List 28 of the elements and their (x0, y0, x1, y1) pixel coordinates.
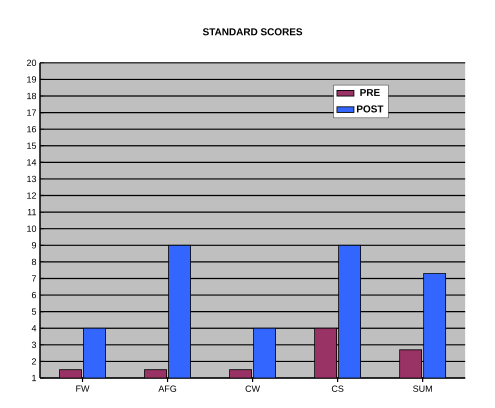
y-tick-label: 2 (32, 358, 36, 365)
y-tick-label: 6 (32, 292, 36, 298)
y-tick-label: 4 (32, 325, 36, 332)
x-tick-label: CW (246, 386, 260, 392)
y-tick-label: 18 (27, 92, 36, 100)
y-tick-label: 3 (32, 342, 36, 348)
y-tick-label: 11 (28, 209, 36, 216)
y-tick-label: 19 (27, 76, 36, 83)
y-tick-label: 1 (32, 374, 36, 382)
y-tick-label: 16 (27, 126, 36, 132)
x-tick-label: SUM (413, 386, 432, 392)
y-tick-label: 5 (32, 308, 36, 315)
y-tick-label: 15 (27, 142, 36, 149)
y-tick-label: 17 (27, 110, 36, 116)
y-tick-label: 7 (32, 275, 36, 282)
y-tick-label: 14 (27, 159, 36, 166)
x-tick-label: AFG (158, 386, 176, 392)
legend-label: POST (357, 105, 384, 112)
y-tick-label: 12 (27, 192, 36, 199)
x-tick-label: CS (332, 386, 344, 392)
x-tick-label: FW (76, 386, 90, 392)
y-tick-label: 8 (32, 258, 36, 266)
y-tick-label: 13 (27, 176, 36, 182)
y-tick-label: 20 (26, 60, 36, 66)
y-tick-label: 10 (27, 226, 36, 232)
y-tick-label: 9 (32, 242, 36, 248)
legend-label: PRE (360, 89, 380, 96)
chart-title: STANDARD SCORES (202, 28, 302, 36)
